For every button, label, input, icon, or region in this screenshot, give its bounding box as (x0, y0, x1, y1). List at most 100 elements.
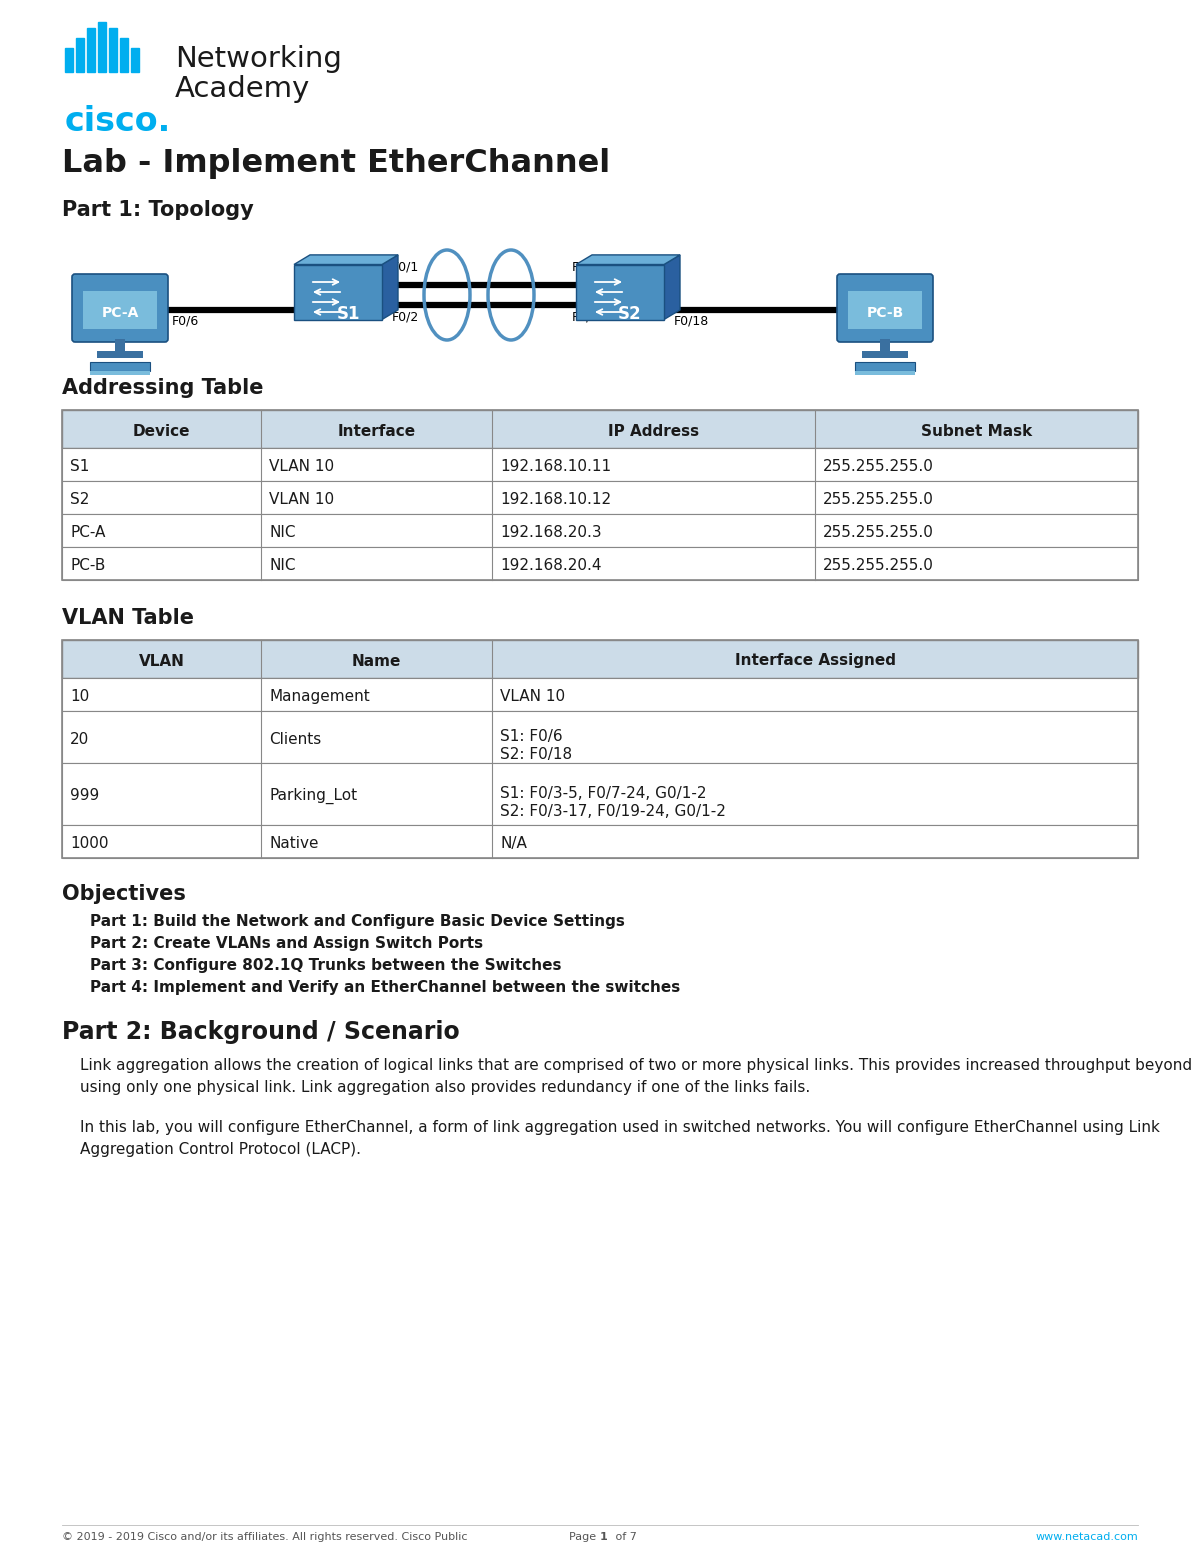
Bar (62, 640, 1138, 857)
Text: VLAN 10: VLAN 10 (500, 690, 565, 704)
Text: 20: 20 (70, 731, 89, 747)
Text: Objectives: Objectives (62, 884, 186, 904)
Text: S1: F0/3-5, F0/7-24, G0/1-2: S1: F0/3-5, F0/7-24, G0/1-2 (500, 786, 707, 801)
Text: Part 2: Background / Scenario: Part 2: Background / Scenario (62, 1020, 460, 1044)
Text: 1: 1 (600, 1531, 607, 1542)
Bar (62, 763, 1138, 825)
Polygon shape (664, 255, 680, 320)
Text: Part 4: Implement and Verify an EtherChannel between the switches: Part 4: Implement and Verify an EtherCha… (90, 980, 680, 995)
Text: VLAN 10: VLAN 10 (269, 492, 334, 506)
Bar (62, 711, 1138, 763)
Text: Interface Assigned: Interface Assigned (734, 654, 895, 668)
Text: 192.168.20.4: 192.168.20.4 (500, 558, 602, 573)
Bar (76, 37, 84, 71)
Text: PC-A: PC-A (101, 306, 139, 320)
Text: Lab - Implement EtherChannel: Lab - Implement EtherChannel (62, 148, 611, 179)
Text: 192.168.10.11: 192.168.10.11 (500, 460, 612, 474)
Bar (854, 362, 916, 371)
Text: NIC: NIC (269, 558, 295, 573)
Text: Addressing Table: Addressing Table (62, 377, 264, 398)
Text: © 2019 - 2019 Cisco and/or its affiliates. All rights reserved. Cisco Public: © 2019 - 2019 Cisco and/or its affiliate… (62, 1531, 468, 1542)
Text: F0/1: F0/1 (392, 261, 419, 273)
Text: Native: Native (269, 836, 318, 851)
Text: Device: Device (133, 424, 191, 438)
Text: Name: Name (352, 654, 402, 668)
Polygon shape (576, 255, 680, 264)
Text: 999: 999 (70, 789, 100, 803)
Text: 1000: 1000 (70, 836, 108, 851)
Text: VLAN 10: VLAN 10 (269, 460, 334, 474)
Text: Academy: Academy (175, 75, 311, 102)
Text: Link aggregation allows the creation of logical links that are comprised of two : Link aggregation allows the creation of … (80, 1058, 1192, 1095)
Text: N/A: N/A (500, 836, 527, 851)
Bar (62, 514, 1138, 547)
Text: 255.255.255.0: 255.255.255.0 (823, 492, 934, 506)
Bar (90, 371, 150, 374)
Bar (131, 48, 139, 71)
Bar (120, 37, 128, 71)
Text: Part 2: Create VLANs and Assign Switch Ports: Part 2: Create VLANs and Assign Switch P… (90, 936, 484, 950)
Text: IP Address: IP Address (608, 424, 700, 438)
Bar (62, 825, 1138, 857)
FancyBboxPatch shape (838, 273, 934, 342)
Text: www.netacad.com: www.netacad.com (1036, 1531, 1138, 1542)
Text: Page: Page (569, 1531, 600, 1542)
Text: Part 1: Topology: Part 1: Topology (62, 200, 253, 221)
Text: PC-A: PC-A (70, 525, 106, 540)
Bar (294, 264, 382, 320)
Bar (62, 640, 1138, 679)
Text: S2: F0/18: S2: F0/18 (500, 747, 572, 763)
Text: F0/2: F0/2 (572, 311, 599, 323)
Bar (62, 447, 1138, 481)
Bar (109, 28, 118, 71)
Text: PC-B: PC-B (866, 306, 904, 320)
Text: 255.255.255.0: 255.255.255.0 (823, 558, 934, 573)
Text: PC-B: PC-B (70, 558, 106, 573)
Text: Part 3: Configure 802.1Q Trunks between the Switches: Part 3: Configure 802.1Q Trunks between … (90, 958, 562, 974)
Bar (98, 22, 106, 71)
Text: F0/18: F0/18 (674, 315, 709, 328)
Bar (90, 362, 150, 371)
Text: S1: S1 (336, 304, 360, 323)
Text: 255.255.255.0: 255.255.255.0 (823, 460, 934, 474)
Text: Clients: Clients (269, 731, 322, 747)
Text: NIC: NIC (269, 525, 295, 540)
Text: In this lab, you will configure EtherChannel, a form of link aggregation used in: In this lab, you will configure EtherCha… (80, 1120, 1160, 1157)
Text: S2: S2 (70, 492, 89, 506)
Text: VLAN Table: VLAN Table (62, 609, 194, 627)
Bar (62, 547, 1138, 579)
Bar (62, 679, 1138, 711)
Text: S2: S2 (618, 304, 642, 323)
Polygon shape (294, 255, 398, 264)
Text: S1: F0/6: S1: F0/6 (500, 730, 563, 744)
Bar (97, 351, 143, 359)
Text: F0/1: F0/1 (572, 261, 599, 273)
Bar (65, 48, 73, 71)
Text: 192.168.10.12: 192.168.10.12 (500, 492, 612, 506)
Text: Interface: Interface (337, 424, 415, 438)
Text: F0/6: F0/6 (172, 315, 199, 328)
Polygon shape (382, 255, 398, 320)
Text: 10: 10 (70, 690, 89, 704)
Bar (880, 339, 890, 351)
Text: S2: F0/3-17, F0/19-24, G0/1-2: S2: F0/3-17, F0/19-24, G0/1-2 (500, 804, 726, 820)
Text: Parking_Lot: Parking_Lot (269, 787, 358, 804)
Text: 255.255.255.0: 255.255.255.0 (823, 525, 934, 540)
Bar (115, 339, 125, 351)
Text: 192.168.20.3: 192.168.20.3 (500, 525, 602, 540)
Text: Subnet Mask: Subnet Mask (920, 424, 1032, 438)
Text: cisco.: cisco. (65, 106, 172, 138)
Bar (854, 371, 916, 374)
Text: Networking: Networking (175, 45, 342, 73)
Bar (62, 481, 1138, 514)
Text: F0/2: F0/2 (392, 311, 419, 323)
Bar (88, 28, 95, 71)
Bar (62, 410, 1138, 447)
Text: Part 1: Build the Network and Configure Basic Device Settings: Part 1: Build the Network and Configure … (90, 915, 625, 929)
Bar (848, 290, 922, 329)
Text: of 7: of 7 (612, 1531, 637, 1542)
Text: S1: S1 (70, 460, 89, 474)
Bar (862, 351, 908, 359)
Text: Management: Management (269, 690, 370, 704)
Bar (83, 290, 157, 329)
